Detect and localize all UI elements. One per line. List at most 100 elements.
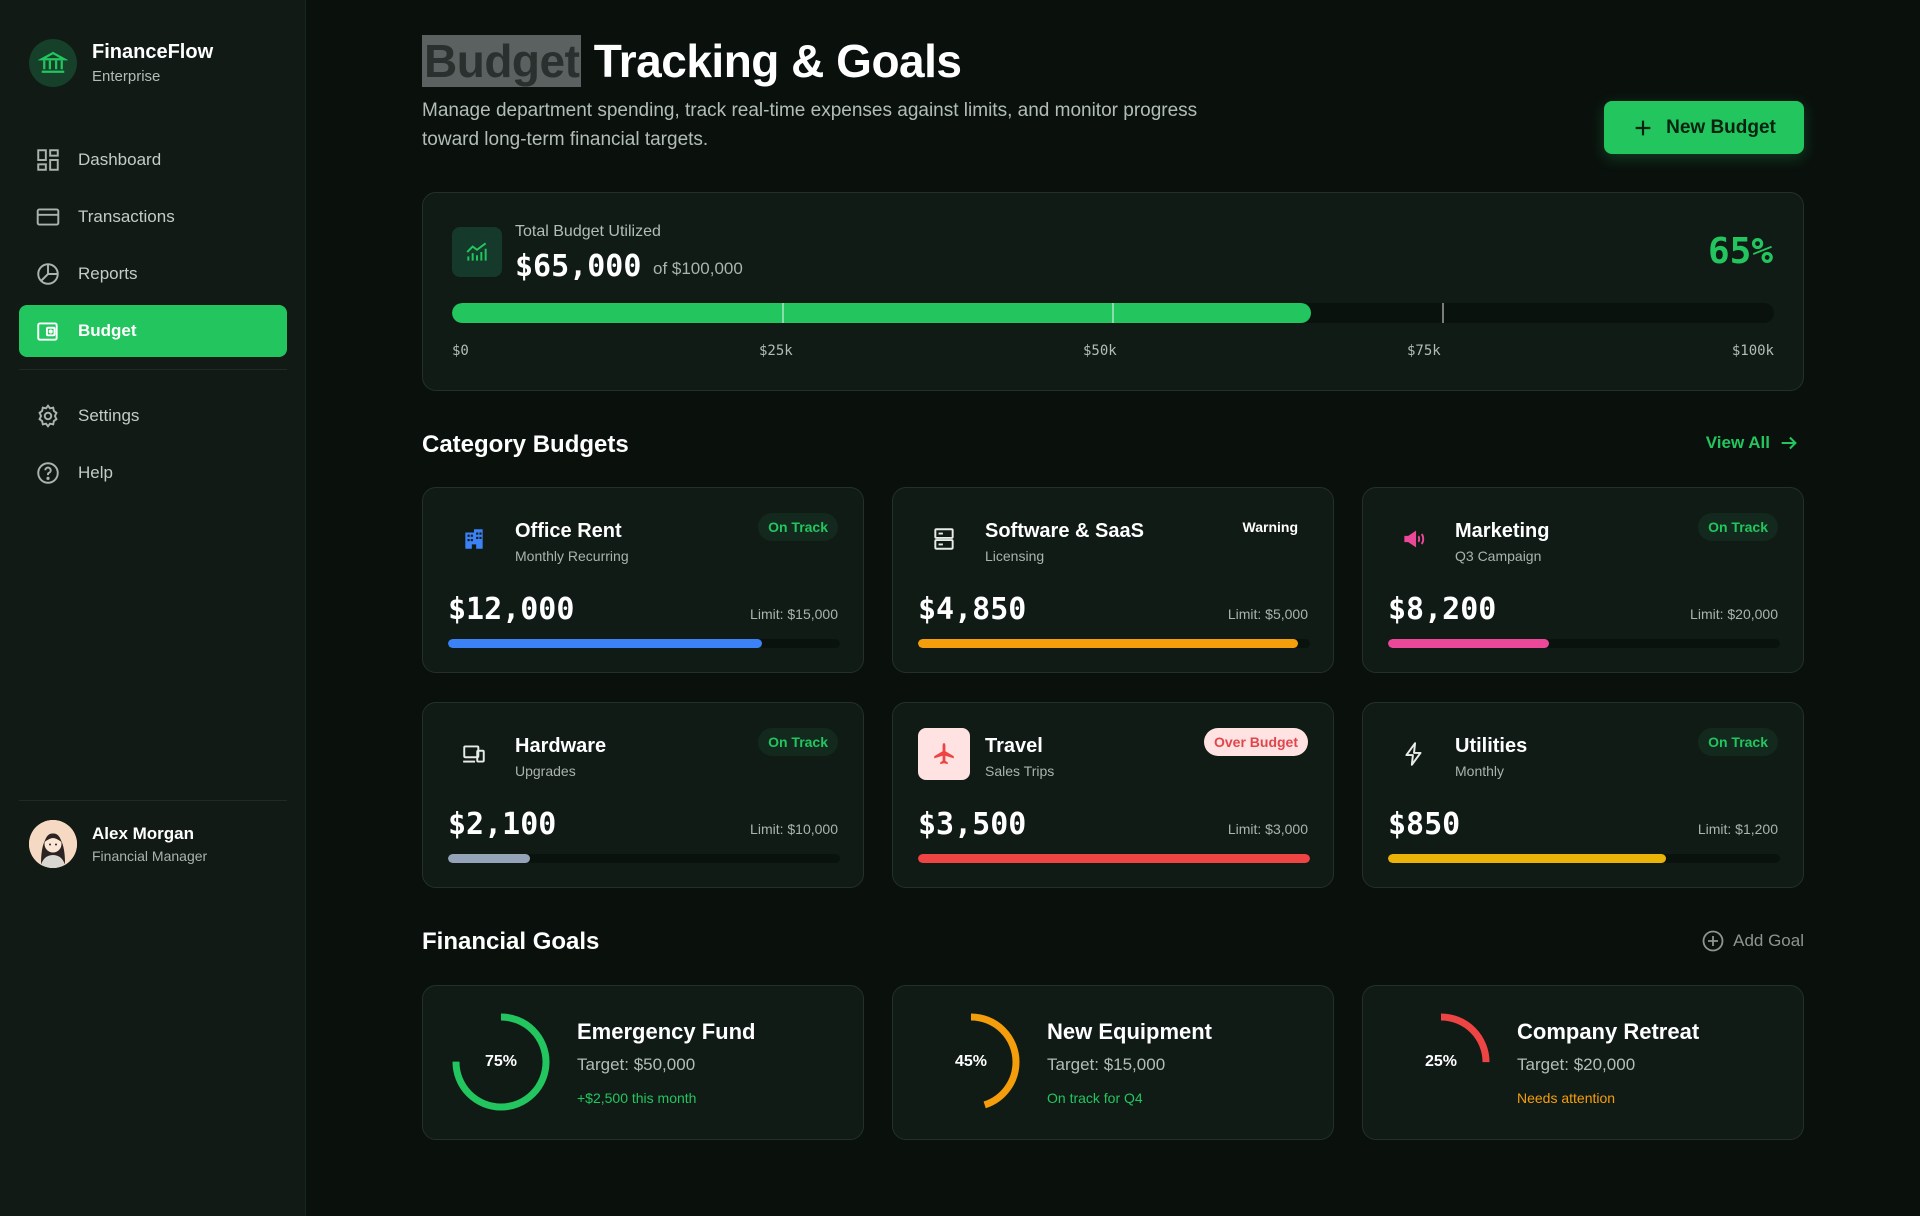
dashboard-icon [37, 149, 59, 171]
category-progress-track [918, 854, 1310, 863]
category-amount: $850 [1388, 807, 1461, 842]
status-badge: Over Budget [1203, 728, 1308, 756]
category-subtitle: Q3 Campaign [1455, 548, 1542, 564]
scale-label: $75k [1407, 343, 1441, 359]
category-limit: Limit: $1,200 [1697, 821, 1778, 837]
sidebar-item-label: Transactions [78, 207, 175, 226]
category-limit: Limit: $3,000 [1227, 821, 1308, 837]
category-card-marketing[interactable]: Marketing Q3 Campaign On Track $8,200 Li… [1362, 487, 1804, 673]
avatar [29, 820, 77, 868]
category-subtitle: Licensing [985, 548, 1045, 564]
category-card-hardware[interactable]: Hardware Upgrades On Track $2,100 Limit:… [422, 702, 864, 888]
bank-icon [29, 39, 77, 87]
goal-progress-ring [922, 1013, 1020, 1111]
goal-percent: 45% [954, 1053, 988, 1070]
category-progress-fill [918, 854, 1310, 863]
category-limit: Limit: $5,000 [1227, 606, 1308, 622]
goal-progress-arc [1392, 1013, 1490, 1111]
new-budget-button[interactable]: New Budget [1604, 101, 1804, 154]
category-progress-fill [1388, 854, 1667, 863]
total-budget-progress-fill [452, 303, 1312, 323]
category-subtitle: Sales Trips [985, 763, 1055, 779]
category-progress-track [448, 854, 840, 863]
category-name: Office Rent [515, 520, 622, 542]
brand-name: FinanceFlow [92, 41, 214, 63]
building-icon [448, 513, 500, 565]
category-card-utilities[interactable]: Utilities Monthly On Track $850 Limit: $… [1362, 702, 1804, 888]
scale-label: $100k [1731, 343, 1774, 359]
sidebar-item-budget[interactable]: Budget [19, 305, 287, 357]
page-title: Budget Tracking & Goals [422, 34, 962, 88]
user-role: Financial Manager [92, 848, 208, 864]
goal-name: Emergency Fund [577, 1019, 756, 1044]
goal-card-company-retreat[interactable]: 25% Company Retreat Target: $20,000 Need… [1362, 985, 1804, 1140]
sidebar-nav: Dashboard Transactions Reports Budget Se… [19, 134, 287, 504]
status-badge: On Track [1698, 513, 1778, 541]
goal-progress-ring [1392, 1013, 1490, 1111]
category-name: Software & SaaS [985, 520, 1144, 542]
trending-chart-icon [452, 227, 502, 277]
category-card-software-saas[interactable]: Software & SaaS Licensing Warning $4,850… [892, 487, 1334, 673]
view-all-label: View All [1705, 433, 1770, 452]
sidebar-item-transactions[interactable]: Transactions [19, 191, 287, 243]
sidebar-item-reports[interactable]: Reports [19, 248, 287, 300]
goal-card-emergency-fund[interactable]: 75% Emergency Fund Target: $50,000 +$2,5… [422, 985, 864, 1140]
progress-tick-25 [782, 303, 784, 323]
add-goal-label: Add Goal [1733, 931, 1804, 950]
status-badge: On Track [1698, 728, 1778, 756]
category-name: Hardware [515, 735, 607, 757]
devices-icon [448, 728, 500, 780]
lightning-icon [1388, 728, 1440, 780]
status-badge: On Track [758, 513, 838, 541]
category-name: Utilities [1455, 735, 1528, 757]
add-goal-button[interactable]: Add Goal [1701, 929, 1804, 953]
page-description: Manage department spending, track real-t… [422, 100, 1198, 150]
category-budgets-title: Category Budgets [422, 431, 629, 458]
category-card-travel[interactable]: Travel Sales Trips Over Budget $3,500 Li… [892, 702, 1334, 888]
category-name: Marketing [1455, 520, 1550, 542]
wallet-icon [37, 322, 58, 341]
category-card-office-rent[interactable]: Office Rent Monthly Recurring On Track $… [422, 487, 864, 673]
sidebar-item-dashboard[interactable]: Dashboard [19, 134, 287, 186]
category-name: Travel [985, 735, 1043, 757]
category-amount: $12,000 [448, 592, 575, 627]
sidebar-item-label: Budget [78, 321, 137, 340]
credit-card-icon [36, 208, 60, 226]
sidebar-item-settings[interactable]: Settings [19, 390, 287, 442]
category-progress-fill [448, 854, 531, 863]
sidebar-item-help[interactable]: Help [19, 447, 287, 499]
page-title-rest: Tracking & Goals [581, 35, 962, 87]
view-all-link[interactable]: View All [1706, 432, 1800, 454]
goal-percent: 75% [484, 1053, 518, 1070]
goal-card-new-equipment[interactable]: 45% New Equipment Target: $15,000 On tra… [892, 985, 1334, 1140]
goal-progress-ring [452, 1013, 550, 1111]
pie-chart-icon [37, 263, 59, 285]
sidebar-item-label: Reports [78, 264, 138, 283]
status-badge: On Track [758, 728, 838, 756]
progress-tick-50 [1112, 303, 1114, 323]
brand[interactable]: FinanceFlow Enterprise [29, 39, 213, 87]
sidebar-item-label: Dashboard [78, 150, 162, 169]
category-progress-track [448, 639, 840, 648]
category-progress-track [1388, 854, 1780, 863]
category-amount: $3,500 [918, 807, 1027, 842]
category-amount: $2,100 [448, 807, 557, 842]
help-icon [37, 462, 59, 484]
category-amount: $8,200 [1388, 592, 1497, 627]
category-limit: Limit: $15,000 [750, 606, 838, 622]
total-budget-label: Total Budget Utilized [515, 223, 661, 240]
gear-icon [38, 404, 58, 428]
brand-subtitle: Enterprise [92, 68, 161, 85]
goal-name: Company Retreat [1517, 1019, 1700, 1044]
sidebar-item-label: Help [78, 463, 113, 482]
nav-divider [19, 369, 287, 370]
user-profile[interactable]: Alex Morgan Financial Manager [29, 820, 207, 868]
scale-label: $0 [452, 343, 469, 359]
category-subtitle: Upgrades [515, 763, 576, 779]
category-progress-track [918, 639, 1310, 648]
goal-note: +$2,500 this month [577, 1090, 697, 1106]
total-budget-percent: 65% [1707, 231, 1773, 272]
category-progress-fill [1388, 639, 1549, 648]
category-limit: Limit: $10,000 [750, 821, 838, 837]
category-progress-fill [448, 639, 762, 648]
